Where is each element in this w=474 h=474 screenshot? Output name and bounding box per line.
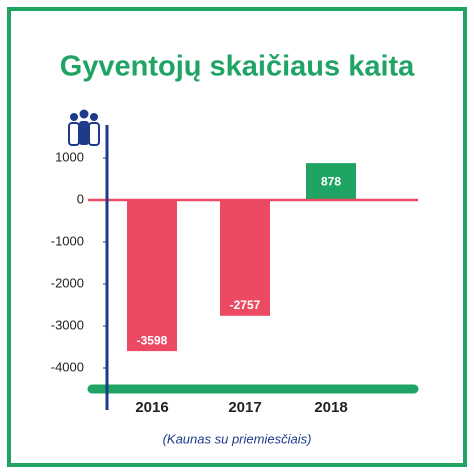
bar bbox=[220, 200, 270, 316]
y-tick-label: -1000 bbox=[51, 233, 84, 248]
chart-subtitle: (Kaunas su priemiesčiais) bbox=[163, 431, 312, 446]
y-tick-label: 0 bbox=[77, 191, 84, 206]
frame bbox=[7, 7, 467, 467]
y-tick-label: -3000 bbox=[51, 317, 84, 332]
people-icon bbox=[68, 109, 100, 146]
x-tick-label: 2016 bbox=[135, 399, 168, 416]
y-tick-label: -4000 bbox=[51, 359, 84, 374]
y-tick-label: -2000 bbox=[51, 275, 84, 290]
value-label: 878 bbox=[321, 175, 341, 189]
x-tick-label: 2017 bbox=[228, 399, 261, 416]
y-tick-label: 1000 bbox=[55, 149, 84, 164]
bar bbox=[306, 163, 356, 200]
value-label: -2757 bbox=[230, 298, 261, 312]
value-label: -3598 bbox=[137, 333, 168, 347]
bar bbox=[127, 200, 177, 352]
chart-title: Gyventojų skaičiaus kaita bbox=[60, 51, 415, 83]
x-tick-label: 2018 bbox=[314, 399, 347, 416]
